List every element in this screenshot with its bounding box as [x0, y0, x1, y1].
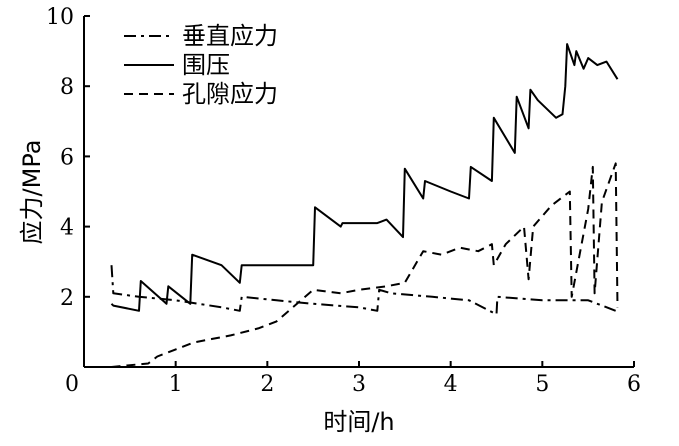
legend-label: 围压	[182, 51, 230, 79]
y-tick-label: 4	[60, 216, 74, 241]
y-tick-label: 6	[60, 145, 74, 170]
y-tick-label: 2	[60, 286, 74, 311]
series-line	[110, 43, 619, 312]
series-line	[111, 162, 619, 368]
x-tick-label: 0	[65, 372, 79, 397]
x-tick-label: 1	[169, 372, 183, 397]
y-tick-label: 10	[46, 5, 74, 30]
legend-label: 垂直应力	[182, 22, 278, 50]
x-tick-label: 6	[627, 372, 641, 397]
y-tick-label: 8	[60, 75, 74, 100]
data-series	[110, 43, 619, 368]
legend-label: 孔隙应力	[182, 80, 278, 108]
axis-ticks: 0 1 2 3 4 5 6 2 4 6 8 10	[46, 5, 641, 397]
y-axis-title: 应力/MPa	[18, 140, 46, 245]
x-tick-label: 2	[260, 372, 274, 397]
axes	[83, 16, 634, 368]
x-tick-label: 4	[444, 372, 458, 397]
x-tick-label: 5	[535, 372, 549, 397]
x-axis-title: 时间/h	[323, 408, 394, 436]
x-tick-label: 3	[352, 372, 366, 397]
